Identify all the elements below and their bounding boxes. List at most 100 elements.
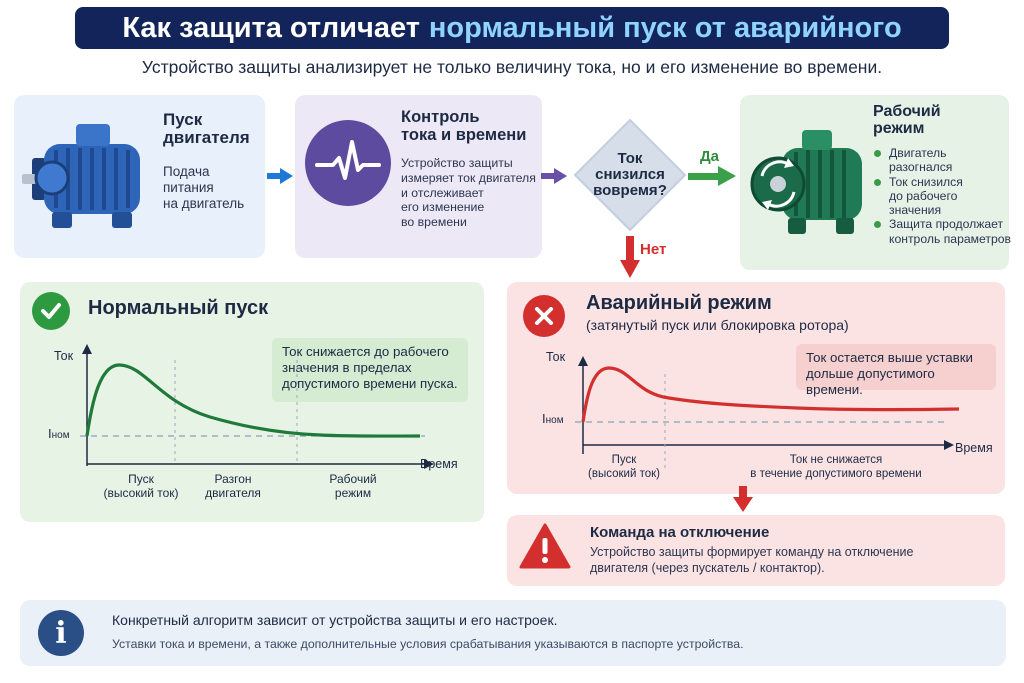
fault-inom-sub: ном <box>545 415 564 426</box>
fault-phase-2: Ток не снижается в течение допустимого в… <box>730 454 942 482</box>
command-text: Устройство защиты формирует команду на о… <box>590 545 913 576</box>
fault-phase-1-l1: Пуск <box>611 454 637 466</box>
normal-phase-1: Пуск (высокий ток) <box>86 472 196 501</box>
no-arrow <box>620 236 640 278</box>
command-panel <box>507 515 1005 586</box>
normal-note-l1: Ток снижается до рабочего <box>282 344 449 359</box>
page-title: Как защита отличает нормальный пуск от а… <box>75 7 949 49</box>
normal-chart <box>80 344 434 469</box>
fault-note-l2: дольше допустимого времени. <box>806 365 935 397</box>
fault-current-curve <box>581 366 960 423</box>
flow-arrow-1 <box>267 168 293 184</box>
fault-note: Ток остается выше уставки дольше допусти… <box>796 344 996 397</box>
green-motor-icon <box>750 130 862 234</box>
fault-phase-1: Пуск (высокий ток) <box>572 454 676 482</box>
command-text-l1: Устройство защиты формирует команду на о… <box>590 545 914 559</box>
fault-subtitle: (затянутый пуск или блокировка ротора) <box>586 317 849 333</box>
blue-motor-icon <box>22 124 140 228</box>
info-icon: i <box>38 610 84 656</box>
close-icon <box>523 295 565 337</box>
fault-note-l1: Ток остается выше уставки <box>806 350 973 365</box>
title-part1: Как защита отличает <box>122 11 420 44</box>
normal-note: Ток снижается до рабочего значения в пре… <box>272 338 468 402</box>
step-control-text-l1: Устройство защиты <box>401 156 513 170</box>
check-icon <box>32 292 70 330</box>
step-work-b1-l2: разогнался <box>889 160 953 175</box>
step-work-b2-l3: значения <box>889 203 942 218</box>
fault-down-arrow <box>733 486 753 512</box>
step-control-title-l1: Контроль <box>401 108 480 126</box>
step-control-text-l2: измеряет ток двигателя <box>401 170 536 185</box>
step-control-text-l5: во времени <box>401 215 467 229</box>
step-start-text-l2: питания <box>163 179 214 195</box>
info-text: Уставки тока и времени, а также дополнит… <box>112 637 744 651</box>
normal-phase-2: Разгон двигателя <box>178 472 288 501</box>
step-work-b1-l1: Двигатель <box>889 146 947 160</box>
title-part2: нормальный пуск от аварийного <box>428 11 902 44</box>
normal-y-label: Ток <box>54 349 74 363</box>
normal-inom-label: Iном <box>48 426 70 441</box>
normal-x-label: Время <box>420 457 458 471</box>
decision-text: Ток снизился вовремя? <box>573 150 687 200</box>
step-work-title-l2: режим <box>873 120 925 138</box>
normal-note-l3: допустимого времени пуска. <box>282 375 458 391</box>
bullet-dot <box>874 221 881 229</box>
warning-icon <box>519 523 571 569</box>
step-control-text-l3: и отслеживает <box>401 185 484 200</box>
normal-phase-2-l1: Разгон <box>214 472 252 486</box>
step-start-title-l1: Пуск <box>163 110 203 129</box>
bullet-dot <box>874 150 881 157</box>
step-start-text-l1: Подача <box>163 164 210 179</box>
normal-current-curve <box>85 363 421 438</box>
normal-x-arrow <box>424 459 434 469</box>
bullet-dot <box>874 178 881 186</box>
command-text-l2: двигателя (через пускатель / контактор). <box>590 560 825 575</box>
step-control-title-l2: тока и времени <box>401 125 527 144</box>
decision-l2: снизился <box>595 166 665 184</box>
normal-phase-3-l2: режим <box>334 486 372 501</box>
fault-inom-label: Iном <box>542 411 564 426</box>
step-work-b3-l1: Защита продолжает <box>889 217 1004 232</box>
normal-y-arrow <box>82 344 92 354</box>
normal-phase-3-l1: Рабочий <box>329 472 377 486</box>
flow-arrow-2 <box>541 168 567 184</box>
pulse-icon <box>305 120 391 206</box>
fault-chart <box>575 356 960 470</box>
yes-label: Да <box>700 148 720 165</box>
decision-l1: Ток <box>617 150 643 167</box>
step-control-text-l4: его изменение <box>401 200 485 215</box>
step-work-b2-l2: до рабочего <box>889 188 958 203</box>
step-start-text-l3: на двигатель <box>163 195 245 211</box>
step-work-b3-l2: контроль параметров <box>889 231 1011 246</box>
decision-diamond <box>573 118 687 232</box>
normal-phase-1-l1: Пуск <box>128 472 154 486</box>
command-title: Команда на отключение <box>590 524 770 541</box>
no-label: Нет <box>640 241 667 258</box>
fault-title: Аварийный режим <box>586 292 772 314</box>
info-title: Конкретный алгоритм зависит от устройств… <box>112 612 558 628</box>
fault-x-arrow <box>944 440 954 450</box>
fault-y-arrow <box>578 356 588 366</box>
fault-y-label: Ток <box>546 350 566 364</box>
yes-arrow <box>688 166 736 186</box>
fault-x-label: Время <box>955 441 993 455</box>
decision-l3: вовремя? <box>593 182 667 200</box>
step-work-bullets: Двигатель разогнался Ток снизился до раб… <box>874 146 1011 246</box>
normal-inom-sub: ном <box>51 430 70 441</box>
normal-phase-1-l2: (высокий ток) <box>103 486 179 501</box>
step-start-title-l2: двигателя <box>163 128 250 148</box>
normal-start-panel <box>20 282 484 522</box>
fault-inom-main: I <box>542 411 546 426</box>
fault-phase-2-l2: в течение допустимого времени <box>750 467 922 480</box>
info-panel <box>20 600 1006 666</box>
step-work-b2-l1: Ток снизился <box>889 174 963 189</box>
normal-phase-3: Рабочий режим <box>298 472 408 501</box>
normal-title: Нормальный пуск <box>88 297 269 319</box>
normal-phase-2-l2: двигателя <box>205 486 261 501</box>
normal-note-l2: значения в пределах <box>282 359 412 375</box>
step-work-title-l1: Рабочий <box>873 103 941 120</box>
page-subtitle: Устройство защиты анализирует не только … <box>141 57 883 77</box>
fault-phase-2-l1: Ток не снижается <box>789 454 883 466</box>
fault-phase-1-l2: (высокий ток) <box>588 467 660 480</box>
normal-inom-main: I <box>48 426 52 441</box>
